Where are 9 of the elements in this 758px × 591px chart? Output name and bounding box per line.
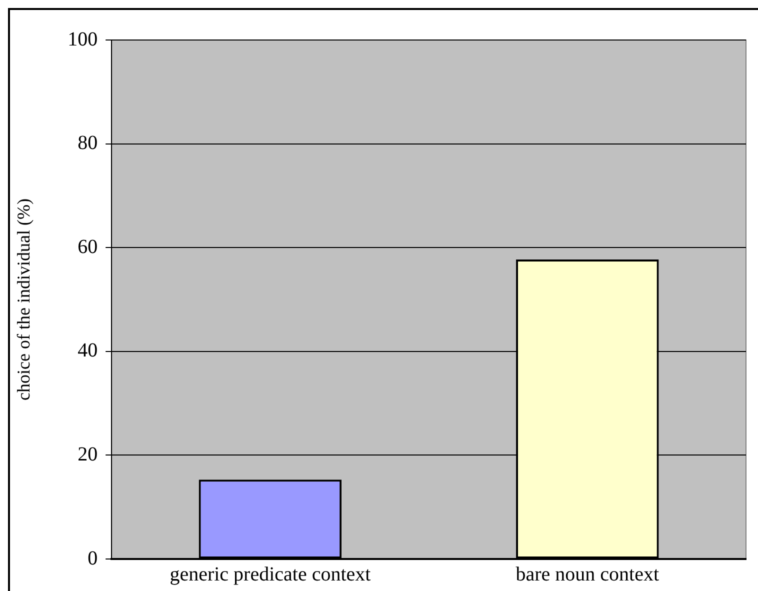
y-tick-label: 40	[78, 340, 98, 362]
y-tick-label: 20	[78, 443, 98, 466]
x-tick-label: generic predicate context	[170, 563, 372, 586]
y-axis-title: choice of the individual (%)	[14, 198, 34, 400]
y-tick-label: 100	[68, 28, 98, 50]
y-tick-label: 60	[78, 236, 98, 258]
y-tick-label: 80	[78, 132, 98, 154]
x-tick-label: bare noun context	[516, 563, 660, 586]
y-tick-label: 0	[88, 547, 98, 570]
